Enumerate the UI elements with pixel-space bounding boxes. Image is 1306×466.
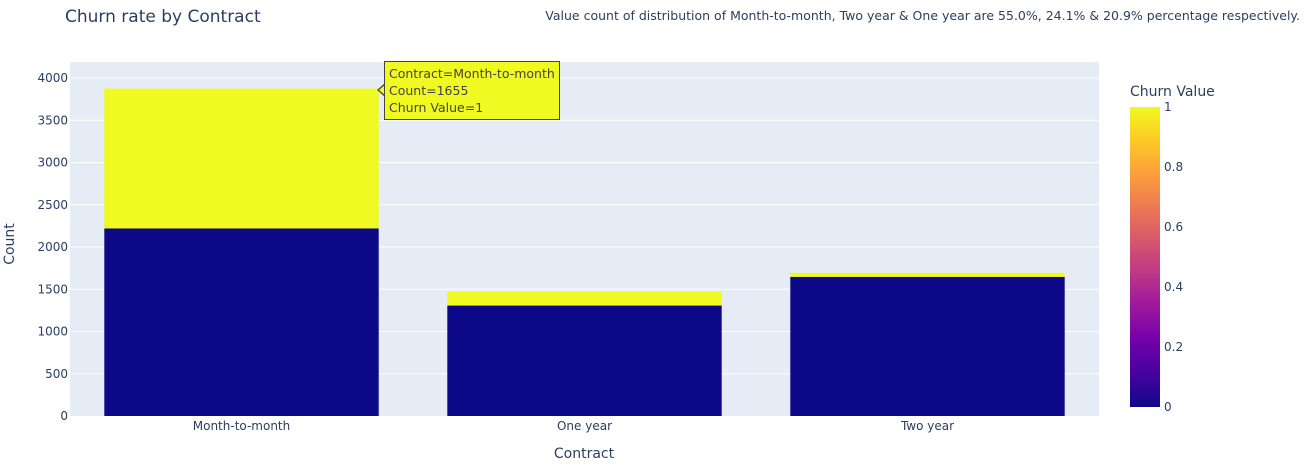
colorbar-tick-label: 0.4 [1164, 280, 1183, 294]
y-tick-label: 3000 [37, 156, 68, 170]
bar-two-year-churn-0 [790, 276, 1065, 416]
y-tick-label: 3500 [37, 113, 68, 127]
colorbar-tick-label: 0.8 [1164, 160, 1183, 174]
y-tick-label: 1500 [37, 282, 68, 296]
x-tick-label: One year [557, 419, 612, 433]
y-tick-label: 1000 [37, 325, 68, 339]
y-tick-label: 2500 [37, 198, 68, 212]
y-tick-label: 0 [60, 409, 68, 423]
y-tick-label: 2000 [37, 240, 68, 254]
bar-month-to-month-churn-0 [104, 228, 379, 416]
y-axis-title: Count [2, 223, 18, 265]
bar-two-year-churn-1 [790, 272, 1065, 277]
x-axis-title: Contract [554, 446, 615, 462]
x-tick-label: Month-to-month [193, 419, 291, 433]
chart-annotation: Value count of distribution of Month-to-… [545, 8, 1300, 23]
colorbar [1130, 107, 1160, 407]
colorbar-tick-label: 0.6 [1164, 220, 1183, 234]
colorbar-title: Churn Value [1130, 84, 1215, 100]
tooltip-churn-value: Churn Value=1 [389, 100, 484, 115]
tooltip-contract: Contract=Month-to-month [389, 66, 555, 81]
bar-month-to-month-churn-1 [104, 88, 379, 229]
tooltip-arrow-fill [379, 84, 386, 96]
colorbar-tick-label: 1 [1164, 100, 1172, 114]
chart-title: Churn rate by Contract [65, 7, 261, 27]
x-tick-label: Two year [900, 419, 954, 433]
bar-one-year-churn-0 [447, 305, 722, 416]
tooltip-count: Count=1655 [389, 83, 469, 98]
y-tick-label: 500 [45, 367, 68, 381]
colorbar-tick-label: 0.2 [1164, 340, 1183, 354]
colorbar-tick-label: 0 [1164, 400, 1172, 414]
hover-tooltip: Contract=Month-to-month Count=1655 Churn… [384, 61, 560, 120]
y-tick-label: 4000 [37, 71, 68, 85]
bar-one-year-churn-1 [447, 291, 722, 306]
